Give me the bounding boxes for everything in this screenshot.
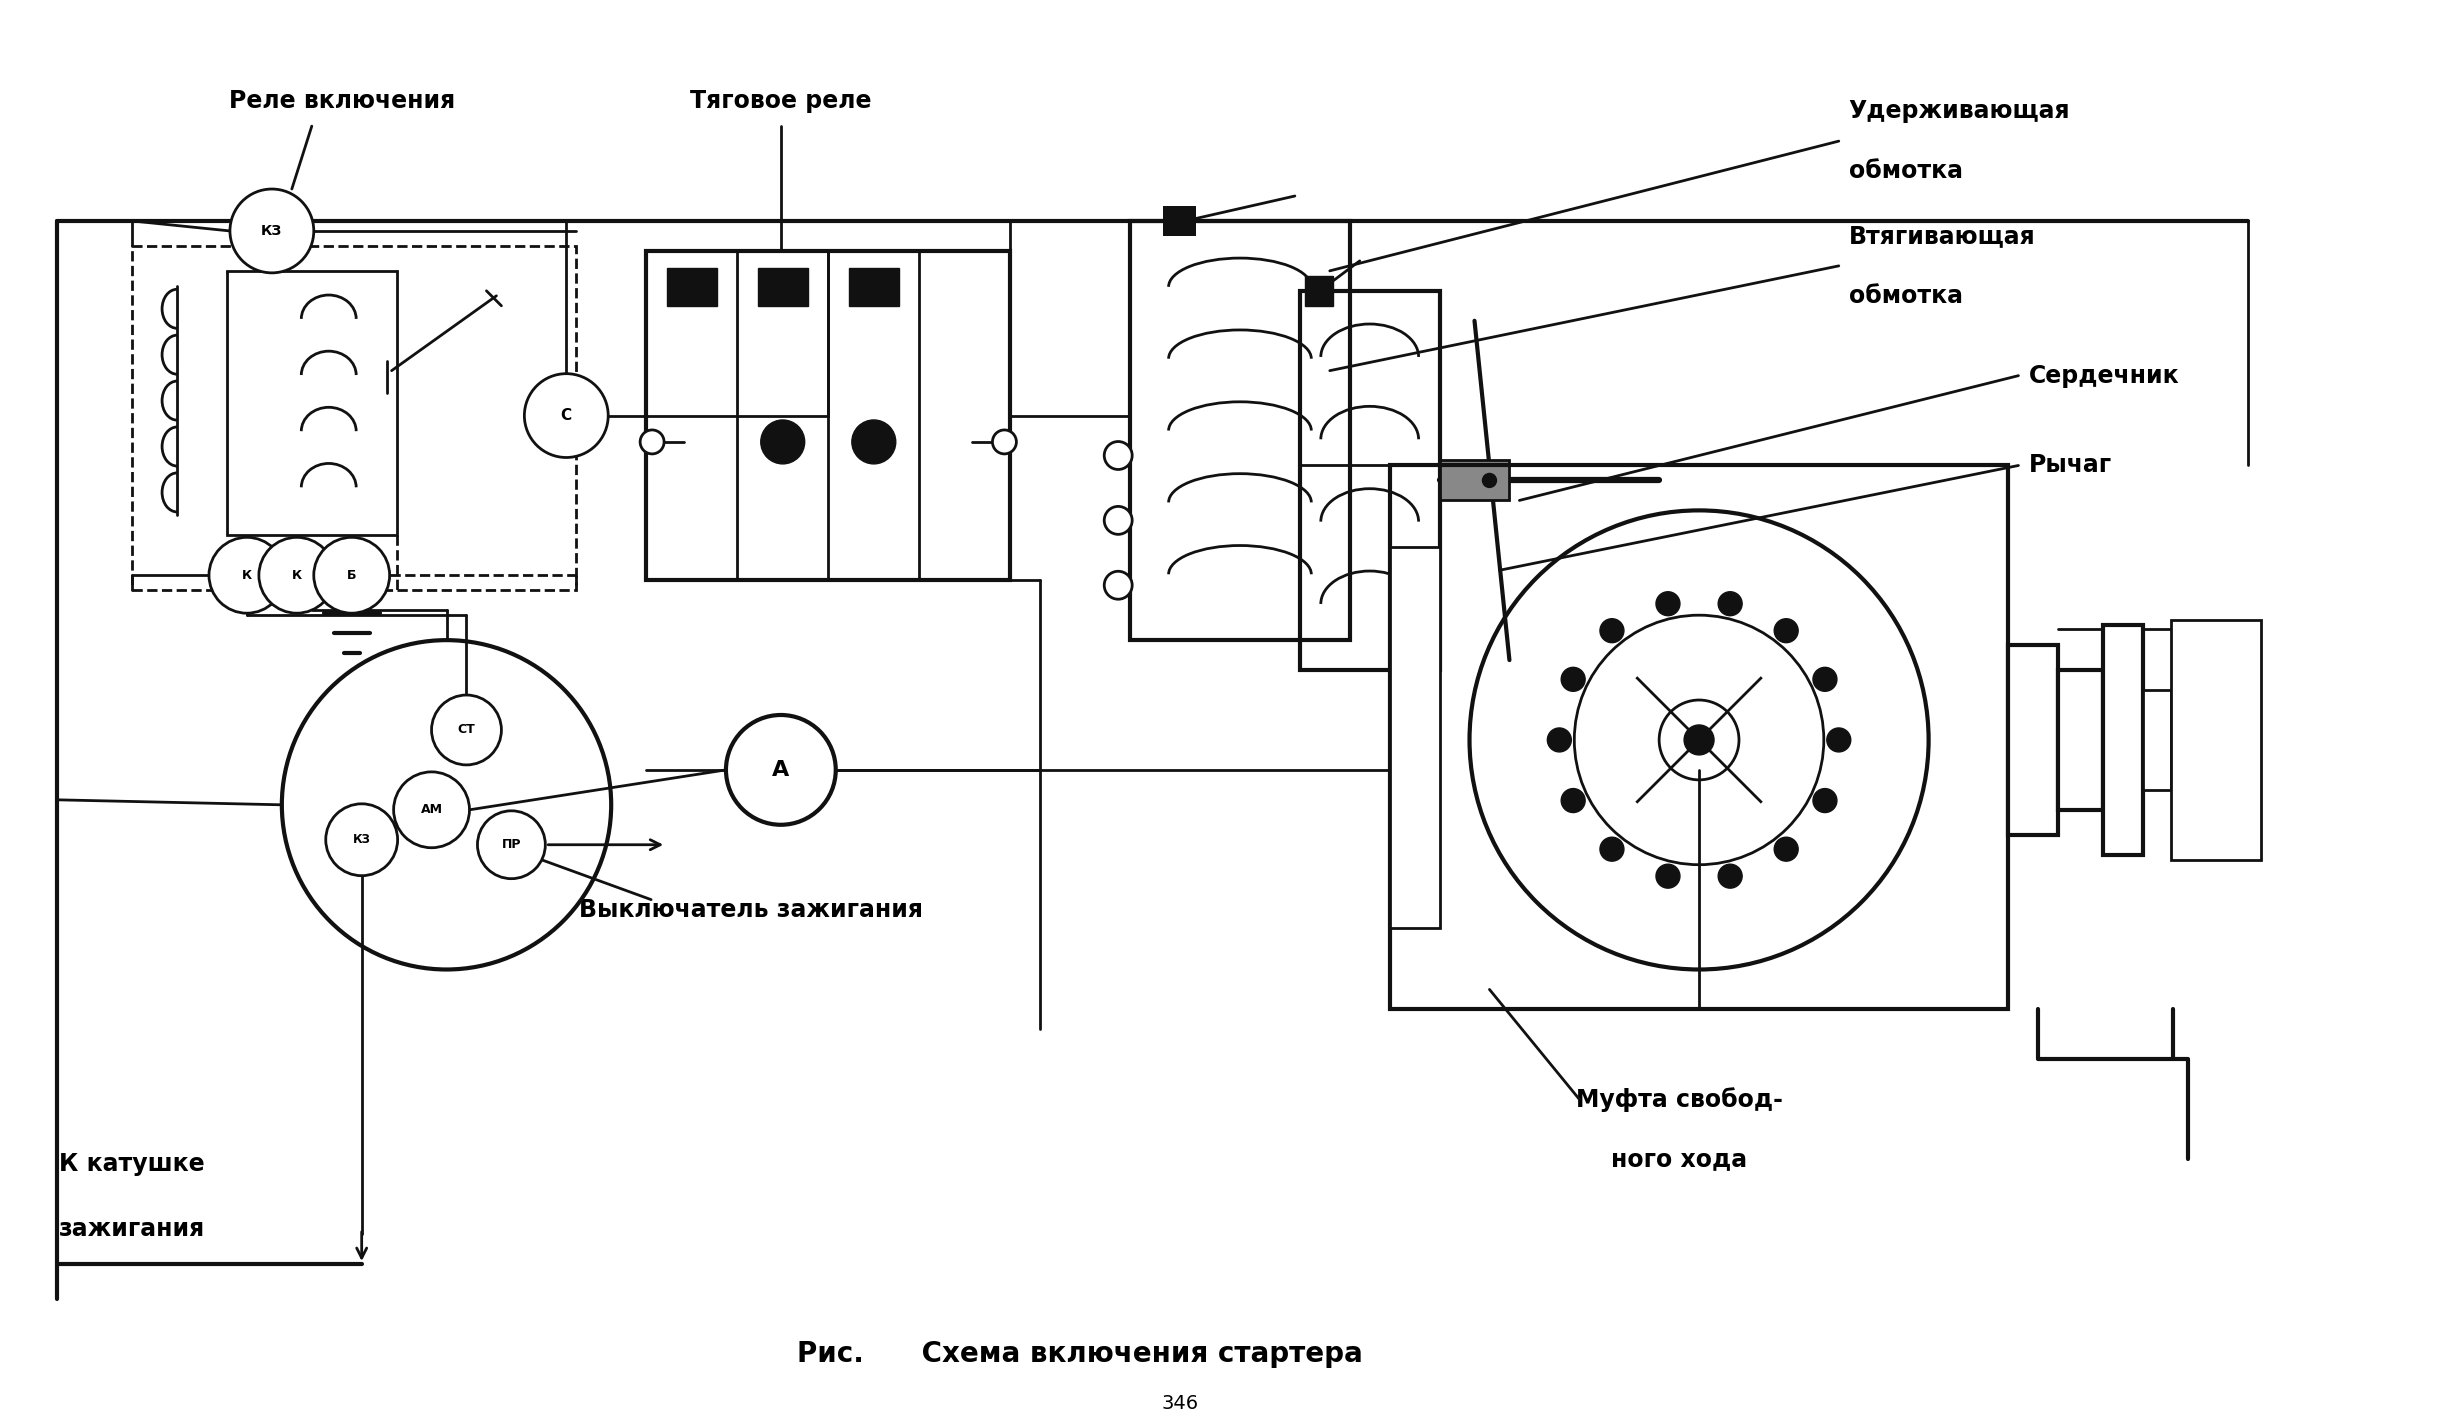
Text: обмотка: обмотка bbox=[1850, 284, 1962, 308]
Bar bbox=[2172, 621, 2262, 859]
Text: зажигания: зажигания bbox=[59, 1217, 205, 1241]
Bar bbox=[1130, 222, 1349, 640]
Bar bbox=[1440, 460, 1510, 500]
Circle shape bbox=[432, 694, 500, 765]
Text: Б: Б bbox=[346, 569, 356, 582]
Bar bbox=[1305, 275, 1332, 305]
Bar bbox=[2142, 690, 2172, 790]
Text: КЗ: КЗ bbox=[354, 834, 371, 846]
Bar bbox=[1391, 466, 2008, 1010]
Text: Рис.      Схема включения стартера: Рис. Схема включения стартера bbox=[798, 1339, 1364, 1367]
Circle shape bbox=[393, 772, 468, 848]
Circle shape bbox=[525, 373, 608, 457]
Text: Втягивающая: Втягивающая bbox=[1850, 224, 2035, 248]
Circle shape bbox=[1657, 592, 1681, 616]
Circle shape bbox=[1562, 667, 1586, 692]
Circle shape bbox=[852, 420, 895, 464]
Text: Муфта свобод-: Муфта свобод- bbox=[1576, 1086, 1784, 1112]
Bar bbox=[647, 251, 1010, 581]
Text: Сердечник: Сердечник bbox=[2028, 364, 2179, 388]
Text: КЗ: КЗ bbox=[261, 224, 283, 239]
Bar bbox=[227, 271, 398, 535]
Bar bbox=[2059, 670, 2103, 809]
Circle shape bbox=[1562, 788, 1586, 812]
Bar bbox=[2103, 625, 2142, 855]
Text: Удерживающая: Удерживающая bbox=[1850, 99, 2072, 124]
Text: обмотка: обмотка bbox=[1850, 159, 1962, 183]
Text: 346: 346 bbox=[1161, 1394, 1198, 1413]
Circle shape bbox=[1105, 442, 1132, 470]
Circle shape bbox=[229, 189, 315, 273]
Bar bbox=[666, 268, 717, 305]
Text: Рычаг: Рычаг bbox=[2028, 453, 2111, 477]
Circle shape bbox=[1547, 728, 1571, 753]
Circle shape bbox=[993, 430, 1017, 454]
Circle shape bbox=[1774, 619, 1798, 643]
Circle shape bbox=[1105, 507, 1132, 534]
Text: СТ: СТ bbox=[459, 723, 476, 737]
Bar bbox=[1164, 206, 1196, 236]
Circle shape bbox=[1657, 865, 1681, 888]
Circle shape bbox=[727, 716, 837, 825]
Bar bbox=[759, 268, 808, 305]
Circle shape bbox=[1105, 571, 1132, 599]
Text: А: А bbox=[771, 760, 791, 780]
Circle shape bbox=[210, 537, 285, 613]
Text: АМ: АМ bbox=[420, 804, 442, 816]
Circle shape bbox=[1601, 838, 1625, 861]
Circle shape bbox=[1718, 865, 1742, 888]
Circle shape bbox=[761, 420, 805, 464]
Text: К: К bbox=[242, 569, 251, 582]
Circle shape bbox=[1828, 728, 1852, 753]
Circle shape bbox=[327, 804, 398, 876]
Text: ного хода: ного хода bbox=[1610, 1147, 1747, 1172]
Text: К катушке: К катушке bbox=[59, 1152, 205, 1176]
Circle shape bbox=[259, 537, 334, 613]
Circle shape bbox=[1684, 726, 1713, 755]
Circle shape bbox=[1718, 592, 1742, 616]
Text: Тяговое реле: Тяговое реле bbox=[691, 89, 871, 114]
Circle shape bbox=[315, 537, 390, 613]
Circle shape bbox=[1813, 788, 1837, 812]
Bar bbox=[1391, 547, 1440, 927]
Circle shape bbox=[1601, 619, 1625, 643]
Bar bbox=[1301, 291, 1440, 670]
Text: ПР: ПР bbox=[503, 838, 522, 851]
Circle shape bbox=[478, 811, 544, 879]
Circle shape bbox=[639, 430, 664, 454]
Text: С: С bbox=[561, 408, 571, 423]
Circle shape bbox=[1484, 473, 1496, 487]
Bar bbox=[132, 246, 576, 591]
Circle shape bbox=[1813, 667, 1837, 692]
Text: К: К bbox=[293, 569, 303, 582]
Bar bbox=[2008, 645, 2059, 835]
Circle shape bbox=[1774, 838, 1798, 861]
Bar bbox=[849, 268, 898, 305]
Text: Выключатель зажигания: Выключатель зажигания bbox=[578, 897, 922, 922]
Text: Реле включения: Реле включения bbox=[229, 89, 454, 114]
